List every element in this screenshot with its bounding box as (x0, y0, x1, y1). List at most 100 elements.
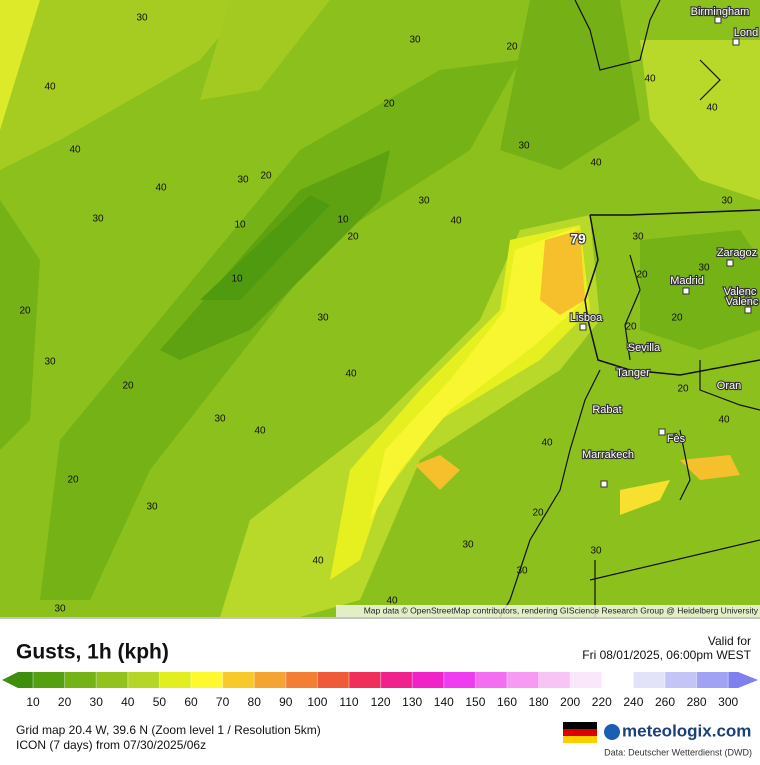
legend-swatch (191, 672, 224, 688)
contour-label: 30 (146, 502, 158, 513)
contour-label: 30 (136, 13, 148, 24)
legend-label: 200 (560, 695, 580, 709)
legend-swatch (443, 672, 476, 688)
legend-label: 130 (402, 695, 422, 709)
city-label: Birmingham (691, 6, 750, 18)
legend-swatch (317, 672, 350, 688)
city-marker (682, 287, 690, 295)
legend-swatch (696, 672, 729, 688)
contour-label: 10 (234, 220, 246, 231)
legend-label: 30 (90, 695, 104, 709)
city-label: Rabat (592, 404, 621, 416)
legend-label: 40 (121, 695, 135, 709)
city-marker (732, 38, 740, 46)
city-label: Sevilla (628, 342, 661, 354)
legend-swatch (728, 672, 758, 688)
legend-label: 140 (434, 695, 454, 709)
legend-label: 70 (216, 695, 230, 709)
contour-label: 20 (383, 99, 395, 110)
contour-label: 30 (590, 546, 602, 557)
contour-label: 20 (625, 322, 637, 333)
legend-swatch (601, 672, 634, 688)
legend-swatch (349, 672, 382, 688)
city-marker (626, 342, 634, 350)
grid-info: Grid map 20.4 W, 39.6 N (Zoom level 1 / … (16, 723, 321, 737)
brand-logo (604, 724, 620, 740)
model-info: ICON (7 days) from 07/30/2025/06z (16, 738, 206, 752)
legend-label: 150 (465, 695, 485, 709)
contour-label: 40 (541, 438, 553, 449)
legend-swatch (633, 672, 666, 688)
max-label: 79 (570, 231, 586, 247)
contour-label: 40 (644, 74, 656, 85)
legend-label: 80 (248, 695, 262, 709)
city-marker (714, 16, 722, 24)
city-label: Madrid (670, 275, 704, 287)
contour-label: 40 (345, 369, 357, 380)
contour-label: 30 (92, 214, 104, 225)
legend-label: 240 (623, 695, 643, 709)
legend-swatch (412, 672, 445, 688)
legend-label: 110 (339, 695, 358, 709)
map: Map data © OpenStreetMap contributors, r… (0, 0, 760, 618)
contour-label: 40 (44, 82, 56, 93)
legend-swatch (538, 672, 571, 688)
contour-label: 30 (317, 313, 329, 324)
city-label: Lond (734, 27, 758, 39)
legend-swatch (570, 672, 603, 688)
legend-swatch (285, 672, 318, 688)
flag (563, 722, 597, 743)
contour-label: 30 (462, 540, 474, 551)
city-marker (726, 259, 734, 267)
contour-label: 20 (677, 384, 689, 395)
legend: 10 20 30 40 50 60 70 80 90 100 110 120 130 140 150 160 1… (2, 672, 758, 709)
contour-label: 40 (450, 216, 462, 227)
contour-label: 40 (386, 596, 398, 607)
contour-label: 40 (69, 145, 81, 156)
legend-swatch (254, 672, 287, 688)
legend-label: 50 (153, 695, 167, 709)
legend-under (2, 672, 33, 688)
legend-swatch (96, 672, 129, 688)
legend-label: 260 (655, 695, 675, 709)
contour-label: 20 (67, 475, 79, 486)
city-label: Valenc (724, 286, 757, 298)
legend-swatch (507, 672, 540, 688)
contour-label: 30 (698, 263, 710, 274)
city-marker (579, 323, 587, 331)
city-label: Oran (717, 380, 741, 392)
contour-label: 20 (636, 270, 648, 281)
city-marker (744, 296, 752, 304)
contour-label: 30 (418, 196, 430, 207)
contour-label: 30 (721, 196, 733, 207)
legend-swatch (33, 672, 66, 688)
brand[interactable]: meteologix.com (622, 721, 751, 740)
contour-label: 20 (19, 306, 31, 317)
legend-label: 180 (529, 695, 549, 709)
contour-label: 20 (506, 42, 518, 53)
legend-label: 280 (687, 695, 707, 709)
contour-label: 20 (532, 508, 544, 519)
legend-swatch (64, 672, 97, 688)
contour-label: 10 (231, 274, 243, 285)
legend-swatch (380, 672, 413, 688)
contour-label: 40 (706, 103, 718, 114)
valid-label: Valid for (708, 634, 751, 648)
data-source: Data: Deutscher Wetterdienst (DWD) (604, 747, 752, 757)
city-label: Lisboa (570, 312, 603, 324)
legend-label: 100 (307, 695, 327, 709)
contour-label: 30 (632, 232, 644, 243)
contour-label: 30 (44, 357, 56, 368)
city-label: Zaragoz (717, 247, 757, 259)
contour-label: 30 (214, 414, 226, 425)
contour-label: 20 (260, 171, 272, 182)
contour-label: 20 (347, 232, 359, 243)
contour-label: 40 (312, 556, 324, 567)
contour-label: 10 (337, 215, 349, 226)
legend-label: 160 (497, 695, 517, 709)
contour-label: 30 (518, 141, 530, 152)
contour-label: 20 (671, 313, 683, 324)
contour-label: 20 (122, 381, 134, 392)
contour-label: 40 (590, 158, 602, 169)
legend-swatch (665, 672, 698, 688)
